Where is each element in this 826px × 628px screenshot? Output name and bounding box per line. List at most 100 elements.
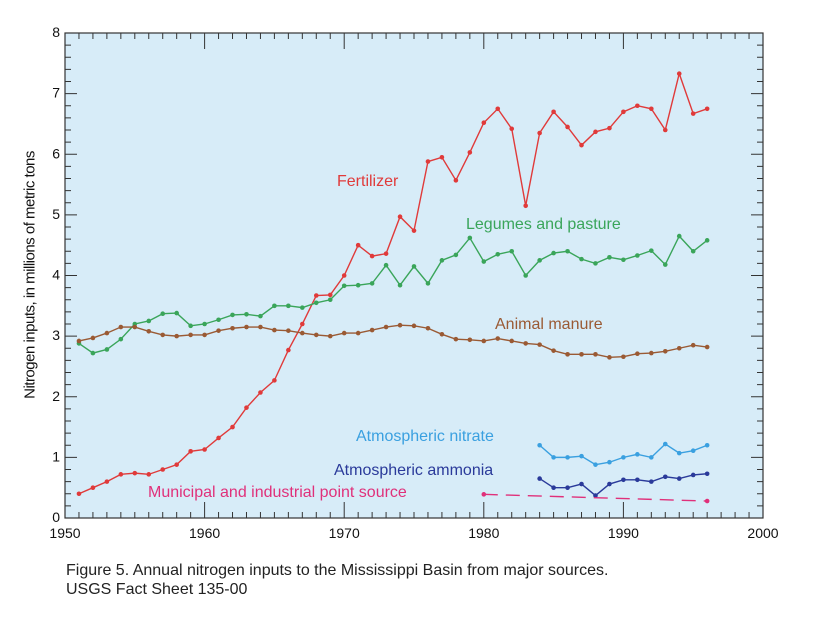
data-point-fertilizer [76,491,82,497]
data-point-animal-manure [439,332,445,337]
data-point-legumes-and-pasture [509,248,515,254]
data-point-legumes-and-pasture [565,248,570,254]
series-label-legumes-and-pasture: Legumes and pasture [466,216,621,233]
data-point-fertilizer [579,142,584,148]
data-point-animal-manure [635,351,640,357]
data-point-fertilizer [593,129,598,135]
x-tick-label: 2000 [747,525,778,541]
data-point-animal-manure [411,323,417,329]
data-point-legumes-and-pasture [313,300,319,306]
data-point-legumes-and-pasture [467,235,473,241]
data-point-legumes-and-pasture [272,303,277,309]
data-point-animal-manure [425,325,431,331]
y-tick-label: 6 [52,145,60,161]
data-point-fertilizer [565,124,570,130]
data-point-animal-manure [565,352,570,357]
data-point-animal-manure [286,328,291,333]
data-point-legumes-and-pasture [649,248,654,253]
data-point-legumes-and-pasture [118,336,124,342]
data-point-animal-manure [188,332,193,338]
data-point-fertilizer [523,203,528,209]
data-point-legumes-and-pasture [341,283,347,289]
series-line-municipal-and-industrial-point-source [483,493,708,502]
data-point-atmospheric-ammonia [662,474,668,480]
data-point-atmospheric-ammonia [607,481,612,487]
data-point-animal-manure [481,338,487,344]
data-point-legumes-and-pasture [327,297,333,303]
data-point-atmospheric-ammonia [621,477,626,483]
data-point-animal-manure [216,328,221,333]
data-point-atmospheric-ammonia [551,485,556,490]
data-point-atmospheric-nitrate [593,462,598,467]
series-line-legumes-and-pasture [78,234,708,354]
data-point-fertilizer [300,321,305,327]
data-point-legumes-and-pasture [230,312,235,318]
data-point-atmospheric-ammonia [579,481,584,487]
caption-line-1: Figure 5. Annual nitrogen inputs to the … [66,562,609,579]
data-point-fertilizer [313,293,319,298]
data-point-fertilizer [453,178,459,183]
data-point-animal-manure [704,344,710,350]
data-point-animal-manure [383,324,389,330]
data-point-fertilizer [607,125,612,131]
data-point-animal-manure [146,328,152,334]
data-point-animal-manure [607,355,612,360]
data-point-animal-manure [300,330,305,336]
x-tick-label: 1970 [329,525,360,541]
data-point-animal-manure [272,327,277,333]
data-point-fertilizer [690,111,696,116]
data-point-atmospheric-ammonia [649,479,654,484]
data-point-animal-manure [174,333,179,339]
data-point-animal-manure [160,332,166,338]
data-point-fertilizer [649,106,654,112]
data-point-animal-manure [537,342,542,347]
data-point-legumes-and-pasture [425,281,431,286]
data-point-fertilizer [662,127,668,133]
data-point-atmospheric-ammonia [635,477,640,483]
data-point-animal-manure [690,342,696,348]
data-point-legumes-and-pasture [523,273,528,278]
data-point-atmospheric-nitrate [635,452,640,457]
data-point-legumes-and-pasture [188,323,193,329]
data-point-fertilizer [244,405,249,410]
series-line-fertilizer [78,71,708,495]
data-point-animal-manure [662,348,668,354]
data-point-legumes-and-pasture [690,248,696,254]
data-point-animal-manure [649,350,654,356]
data-point-animal-manure [593,352,598,357]
series-line-animal-manure [78,324,708,359]
y-tick-label: 8 [52,24,60,40]
data-point-legumes-and-pasture [635,253,640,258]
y-axis-label: Nitrogen inputs, in millions of metric t… [21,151,39,399]
data-point-legumes-and-pasture [90,350,96,356]
data-point-legumes-and-pasture [355,282,361,288]
data-point-fertilizer [397,214,403,219]
y-tick-label: 1 [52,448,60,464]
data-point-atmospheric-nitrate [565,455,570,460]
series-label-atmospheric-ammonia: Atmospheric ammonia [334,462,494,479]
data-point-fertilizer [160,467,166,472]
data-point-legumes-and-pasture [146,318,152,324]
data-point-fertilizer [327,292,333,298]
data-point-legumes-and-pasture [397,282,403,288]
data-point-legumes-and-pasture [439,258,445,263]
data-point-animal-manure [355,330,361,336]
data-point-fertilizer [425,159,431,164]
data-point-legumes-and-pasture [481,259,487,264]
data-point-fertilizer [188,449,193,454]
data-point-atmospheric-nitrate [676,450,682,456]
data-point-atmospheric-nitrate [607,459,612,465]
data-point-fertilizer [272,378,277,383]
y-tick-label: 5 [52,206,60,222]
data-point-fertilizer [495,106,501,112]
series-label-municipal-and-industrial-point-source: Municipal and industrial point source [148,484,407,501]
y-tick-label: 3 [52,327,60,343]
y-tick-label: 0 [52,509,60,525]
data-point-legumes-and-pasture [662,262,668,267]
data-point-fertilizer [411,228,417,233]
data-point-legumes-and-pasture [551,250,556,256]
data-point-fertilizer [341,273,347,278]
data-point-animal-manure [495,336,501,341]
x-tick-label: 1980 [468,525,499,541]
